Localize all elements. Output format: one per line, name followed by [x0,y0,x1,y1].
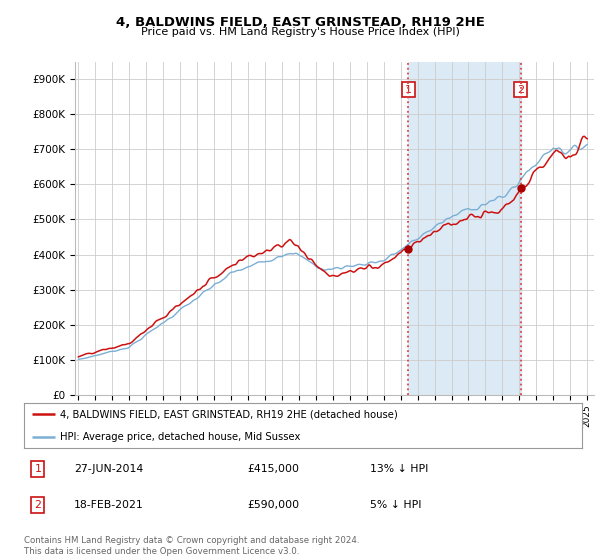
Text: 1: 1 [35,464,41,474]
Text: 2: 2 [35,500,41,510]
Text: Price paid vs. HM Land Registry's House Price Index (HPI): Price paid vs. HM Land Registry's House … [140,27,460,37]
Text: £590,000: £590,000 [247,500,299,510]
Text: HPI: Average price, detached house, Mid Sussex: HPI: Average price, detached house, Mid … [60,432,301,442]
Text: Contains HM Land Registry data © Crown copyright and database right 2024.
This d: Contains HM Land Registry data © Crown c… [24,536,359,556]
Bar [409,62,521,395]
Text: 27-JUN-2014: 27-JUN-2014 [74,464,143,474]
Text: 4, BALDWINS FIELD, EAST GRINSTEAD, RH19 2HE: 4, BALDWINS FIELD, EAST GRINSTEAD, RH19 … [116,16,484,29]
Text: 2: 2 [517,85,524,95]
Text: 13% ↓ HPI: 13% ↓ HPI [370,464,428,474]
Text: 5% ↓ HPI: 5% ↓ HPI [370,500,421,510]
Text: 1: 1 [405,85,412,95]
Text: 4, BALDWINS FIELD, EAST GRINSTEAD, RH19 2HE (detached house): 4, BALDWINS FIELD, EAST GRINSTEAD, RH19 … [60,409,398,419]
Text: 18-FEB-2021: 18-FEB-2021 [74,500,144,510]
Text: £415,000: £415,000 [247,464,299,474]
